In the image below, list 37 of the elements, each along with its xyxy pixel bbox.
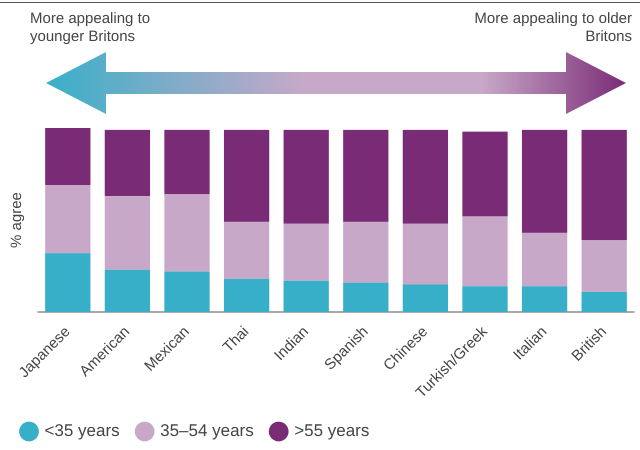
- bar: [45, 253, 90, 312]
- bar: [224, 278, 270, 312]
- bar: [582, 292, 627, 312]
- bar: [402, 224, 448, 284]
- bar: [104, 196, 150, 270]
- bar: [284, 224, 329, 281]
- bar: [224, 222, 270, 279]
- bar: [45, 128, 90, 186]
- bar: [104, 270, 150, 312]
- bar: [45, 185, 90, 254]
- legend-label: >55 years: [294, 421, 370, 440]
- legend-label: 35–54 years: [160, 421, 254, 440]
- y-axis-title: % agree: [8, 192, 26, 248]
- bar: [402, 284, 448, 312]
- bar: [462, 286, 508, 312]
- bar: [522, 286, 568, 312]
- bar: [284, 130, 329, 224]
- legend-label: <35 years: [44, 421, 120, 440]
- bar: [402, 130, 448, 224]
- bar: [343, 130, 388, 222]
- text: More appealing to younger Britons: [30, 10, 152, 46]
- text: More appealing to older Britons: [473, 10, 632, 46]
- bar: [522, 232, 568, 286]
- bar: [343, 222, 388, 283]
- bar: [462, 216, 508, 286]
- bar: [582, 240, 627, 292]
- bar: [462, 132, 508, 216]
- bar: [343, 282, 388, 312]
- bar: [522, 130, 568, 233]
- bar: [164, 272, 210, 312]
- bar: [582, 130, 627, 240]
- bar: [104, 130, 150, 196]
- x-tick-label: Thai: [220, 323, 252, 356]
- bar: [284, 280, 329, 312]
- bar: [164, 130, 210, 194]
- bar: [164, 194, 210, 272]
- bar: [224, 130, 270, 222]
